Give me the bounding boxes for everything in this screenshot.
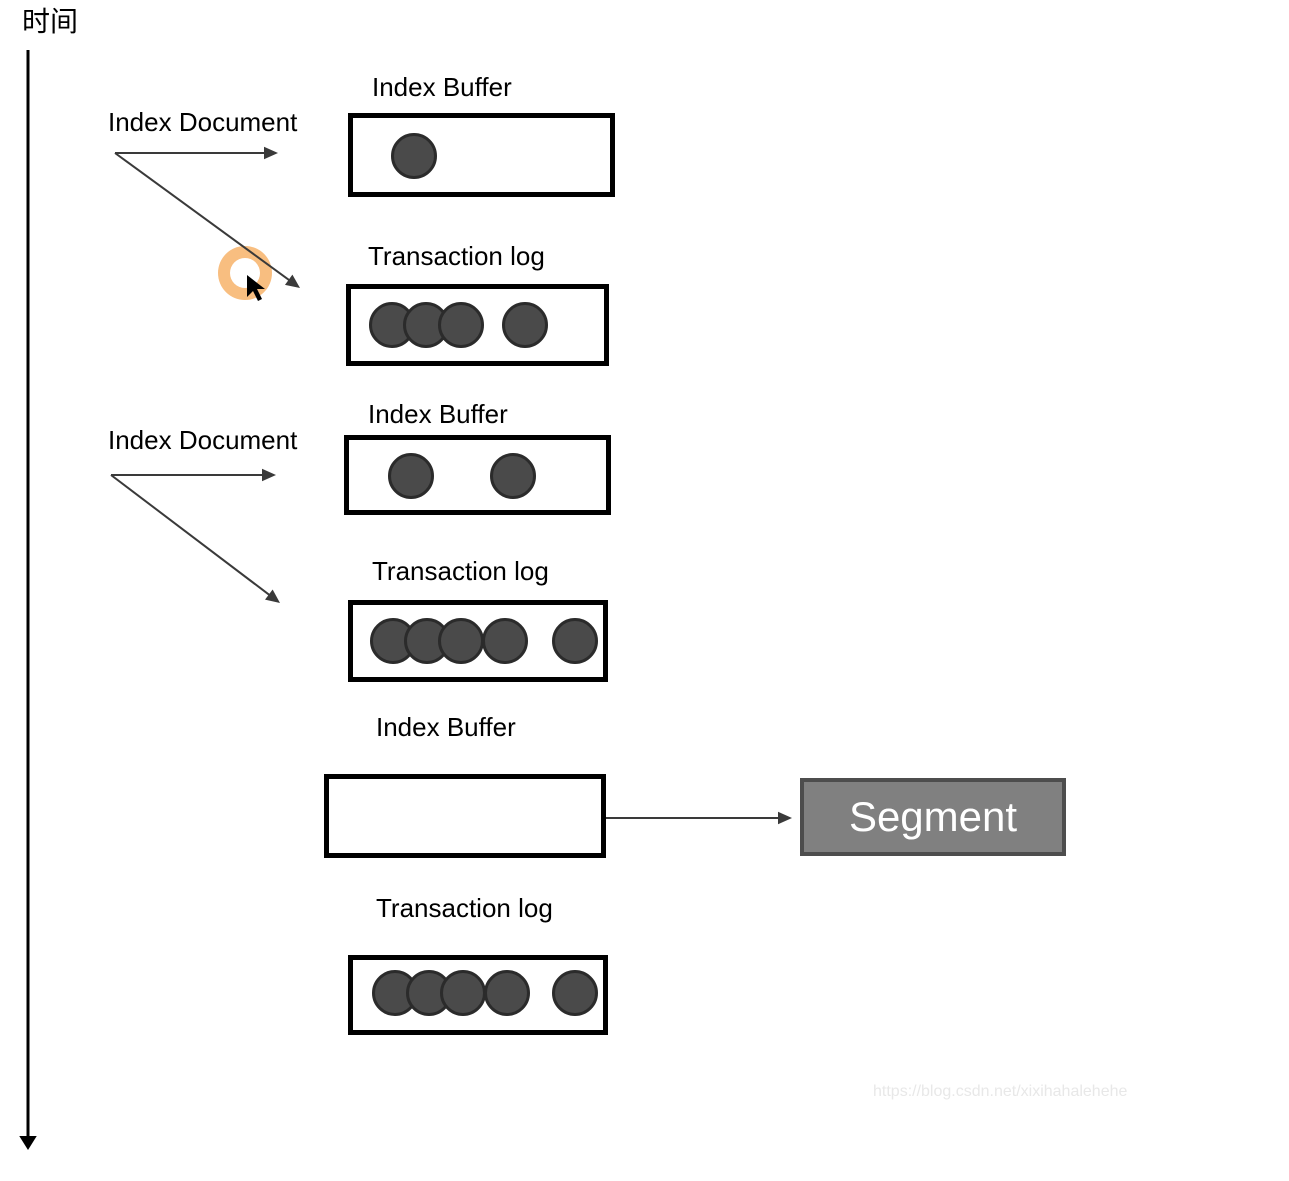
data-dot: [552, 970, 598, 1016]
data-dot: [440, 970, 486, 1016]
index-buffer-3-box: [324, 774, 606, 858]
index-buffer-2-label: Index Buffer: [368, 399, 508, 430]
index-document-1-label: Index Document: [108, 107, 297, 138]
segment-box: Segment: [800, 778, 1066, 856]
transaction-log-1-label: Transaction log: [368, 241, 545, 272]
data-dot: [388, 453, 434, 499]
watermark-text: https://blog.csdn.net/xixihahalehehe: [873, 1083, 1127, 1101]
data-dot: [484, 970, 530, 1016]
data-dot: [490, 453, 536, 499]
index-buffer-2-box: [344, 435, 611, 515]
index-buffer-1-box: [348, 113, 615, 197]
cursor-inner-icon: [230, 258, 260, 288]
segment-label: Segment: [849, 793, 1017, 841]
data-dot: [482, 618, 528, 664]
diagram-canvas: 时间 Index Document Index Document Index B…: [0, 0, 1289, 1181]
data-dot: [391, 133, 437, 179]
data-dot: [438, 302, 484, 348]
data-dot: [502, 302, 548, 348]
arrows-layer: [0, 0, 1289, 1181]
transaction-log-3-label: Transaction log: [376, 893, 553, 924]
data-dot: [438, 618, 484, 664]
data-dot: [552, 618, 598, 664]
index-buffer-3-label: Index Buffer: [376, 712, 516, 743]
index-buffer-1-label: Index Buffer: [372, 72, 512, 103]
index-document-2-label: Index Document: [108, 425, 297, 456]
timeline-label: 时间: [22, 0, 78, 40]
transaction-log-2-label: Transaction log: [372, 556, 549, 587]
cursor-pointer-icon: [0, 0, 1289, 1181]
timeline-line: [0, 0, 1289, 1181]
